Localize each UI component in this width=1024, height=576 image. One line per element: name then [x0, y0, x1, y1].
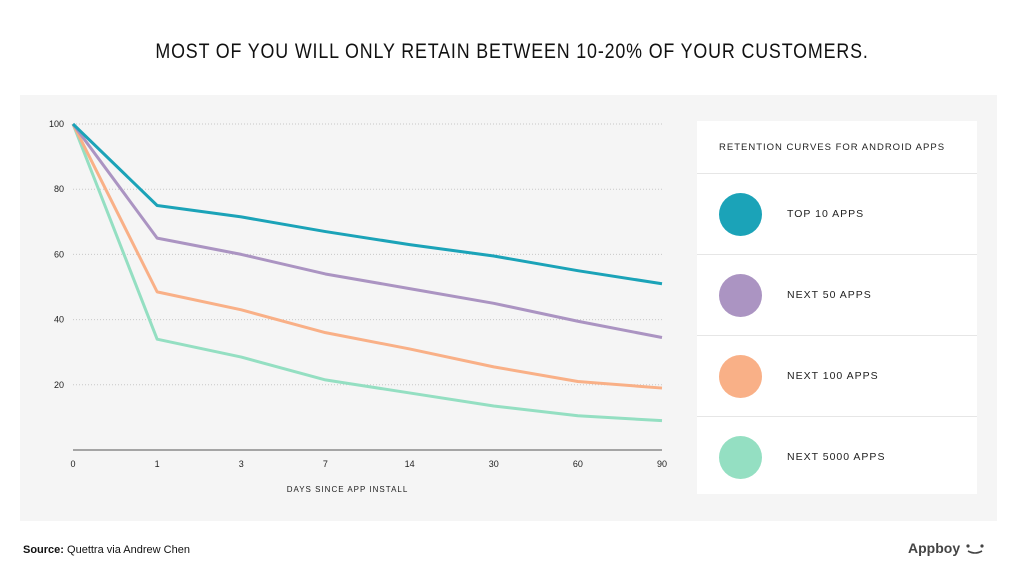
legend-swatch — [719, 354, 762, 398]
y-tick-label: 80 — [54, 184, 64, 194]
legend-swatch — [719, 273, 762, 317]
y-tick-label: 20 — [54, 380, 64, 390]
x-tick-label: 1 — [155, 459, 160, 469]
source-note: Source: Quettra via Andrew Chen — [23, 544, 190, 556]
legend: RETENTION CURVES FOR ANDROID APPS TOP 10… — [697, 121, 977, 494]
page-title: MOST OF YOU WILL ONLY RETAIN BETWEEN 10-… — [155, 40, 869, 63]
legend-item: NEXT 50 APPS — [697, 255, 977, 336]
legend-item: NEXT 100 APPS — [697, 336, 977, 417]
series-line-next-5000-apps — [71, 123, 663, 423]
legend-title: RETENTION CURVES FOR ANDROID APPS — [697, 121, 977, 174]
x-tick-label: 3 — [239, 459, 244, 469]
legend-swatch — [719, 192, 762, 236]
legend-label: TOP 10 APPS — [787, 208, 865, 220]
x-tick-label: 7 — [323, 459, 328, 469]
legend-item: TOP 10 APPS — [697, 174, 977, 255]
smile-icon — [966, 544, 984, 555]
x-tick-label: 90 — [657, 459, 667, 469]
y-tick-label: 60 — [54, 249, 64, 259]
y-tick-label: 40 — [54, 315, 64, 325]
legend-label: NEXT 5000 APPS — [787, 451, 886, 463]
series-line-next-100-apps — [71, 123, 663, 390]
appboy-logo: Appboy — [908, 540, 986, 556]
source-text: Quettra via Andrew Chen — [67, 544, 190, 556]
x-tick-label: 30 — [489, 459, 499, 469]
x-axis-label: DAYS SINCE APP INSTALL — [287, 485, 409, 494]
series-line-top-10-apps — [71, 122, 663, 286]
x-tick-label: 14 — [405, 459, 415, 469]
legend-item: NEXT 5000 APPS — [697, 417, 977, 497]
logo-text: Appboy — [908, 540, 961, 556]
legend-swatch — [719, 435, 762, 479]
y-tick-label: 100 — [49, 119, 64, 129]
legend-label: NEXT 100 APPS — [787, 370, 879, 382]
legend-label: NEXT 50 APPS — [787, 289, 872, 301]
source-label: Source: — [23, 544, 64, 556]
x-tick-label: 60 — [573, 459, 583, 469]
series-line-next-50-apps — [71, 123, 663, 340]
x-tick-label: 0 — [70, 459, 75, 469]
